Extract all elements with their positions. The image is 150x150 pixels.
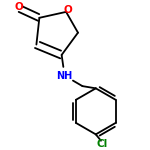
Text: Cl: Cl (96, 139, 107, 149)
Text: O: O (15, 2, 24, 12)
Text: NH: NH (57, 71, 73, 81)
Text: O: O (64, 5, 73, 15)
